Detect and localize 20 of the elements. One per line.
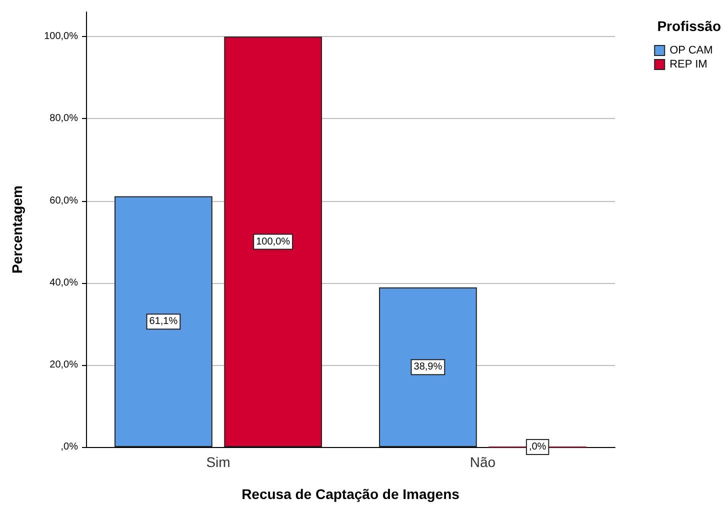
legend-label: REP IM: [670, 58, 708, 70]
data-label: ,0%: [528, 442, 546, 452]
y-tick-label: 80,0%: [50, 113, 78, 124]
y-tick-label: 60,0%: [50, 195, 78, 206]
bar: [379, 287, 477, 447]
y-axis-title: Percentagem: [9, 186, 25, 274]
x-tick-label: Sim: [206, 454, 230, 470]
x-axis-title: Recusa de Captação de Imagens: [242, 486, 460, 502]
x-tick-label: Não: [470, 454, 496, 470]
bar: [224, 36, 322, 447]
data-label: 38,9%: [414, 362, 442, 373]
legend-label: OP CAM: [670, 44, 713, 56]
data-label: 100,0%: [256, 236, 290, 248]
y-tick-label: 100,0%: [44, 31, 78, 42]
y-tick-label: 20,0%: [50, 359, 78, 370]
data-label: 61,1%: [149, 316, 178, 328]
legend-title: Profissão: [657, 18, 722, 34]
y-tick-label: 40,0%: [50, 277, 78, 288]
y-tick-label: ,0%: [60, 442, 78, 452]
bar: [114, 196, 212, 447]
